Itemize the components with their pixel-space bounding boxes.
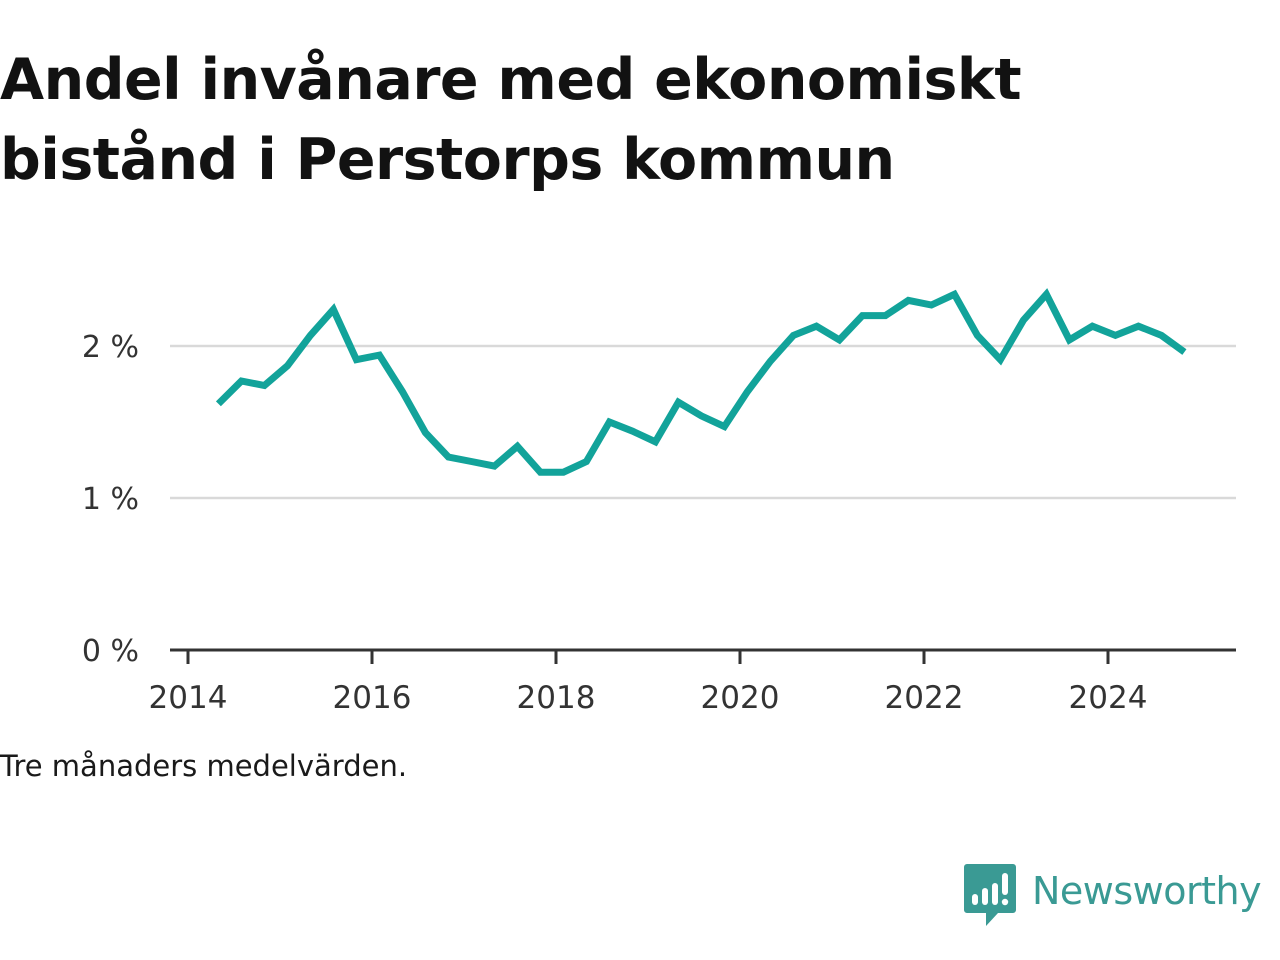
chart-caption: Tre månaders medelvärden. — [0, 749, 408, 783]
x-tick-label: 2018 — [517, 680, 596, 716]
x-tick-label: 2014 — [149, 680, 228, 716]
newsworthy-logo-icon — [964, 864, 1016, 926]
chart-title: Andel invånare med ekonomiskt bistånd i … — [0, 47, 1022, 193]
series-line — [215, 288, 1187, 476]
series-group — [215, 288, 1187, 476]
brand-name: Newsworthy — [1032, 869, 1262, 913]
x-tick-label: 2024 — [1069, 680, 1148, 716]
x-tick-label: 2020 — [701, 680, 780, 716]
brand-logo: Newsworthy — [964, 862, 1262, 928]
y-tick-label: 0 % — [82, 634, 139, 669]
x-tick-label: 2016 — [333, 680, 412, 716]
x-tick-label: 2022 — [885, 680, 964, 716]
y-tick-label: 2 % — [82, 330, 139, 365]
y-axis-tick-labels: 0 % 1 % 2 % — [82, 330, 139, 669]
y-tick-label: 1 % — [82, 482, 139, 517]
gridlines — [170, 344, 1236, 500]
x-axis: 2014 2016 2018 2020 2022 2024 — [149, 648, 1236, 716]
